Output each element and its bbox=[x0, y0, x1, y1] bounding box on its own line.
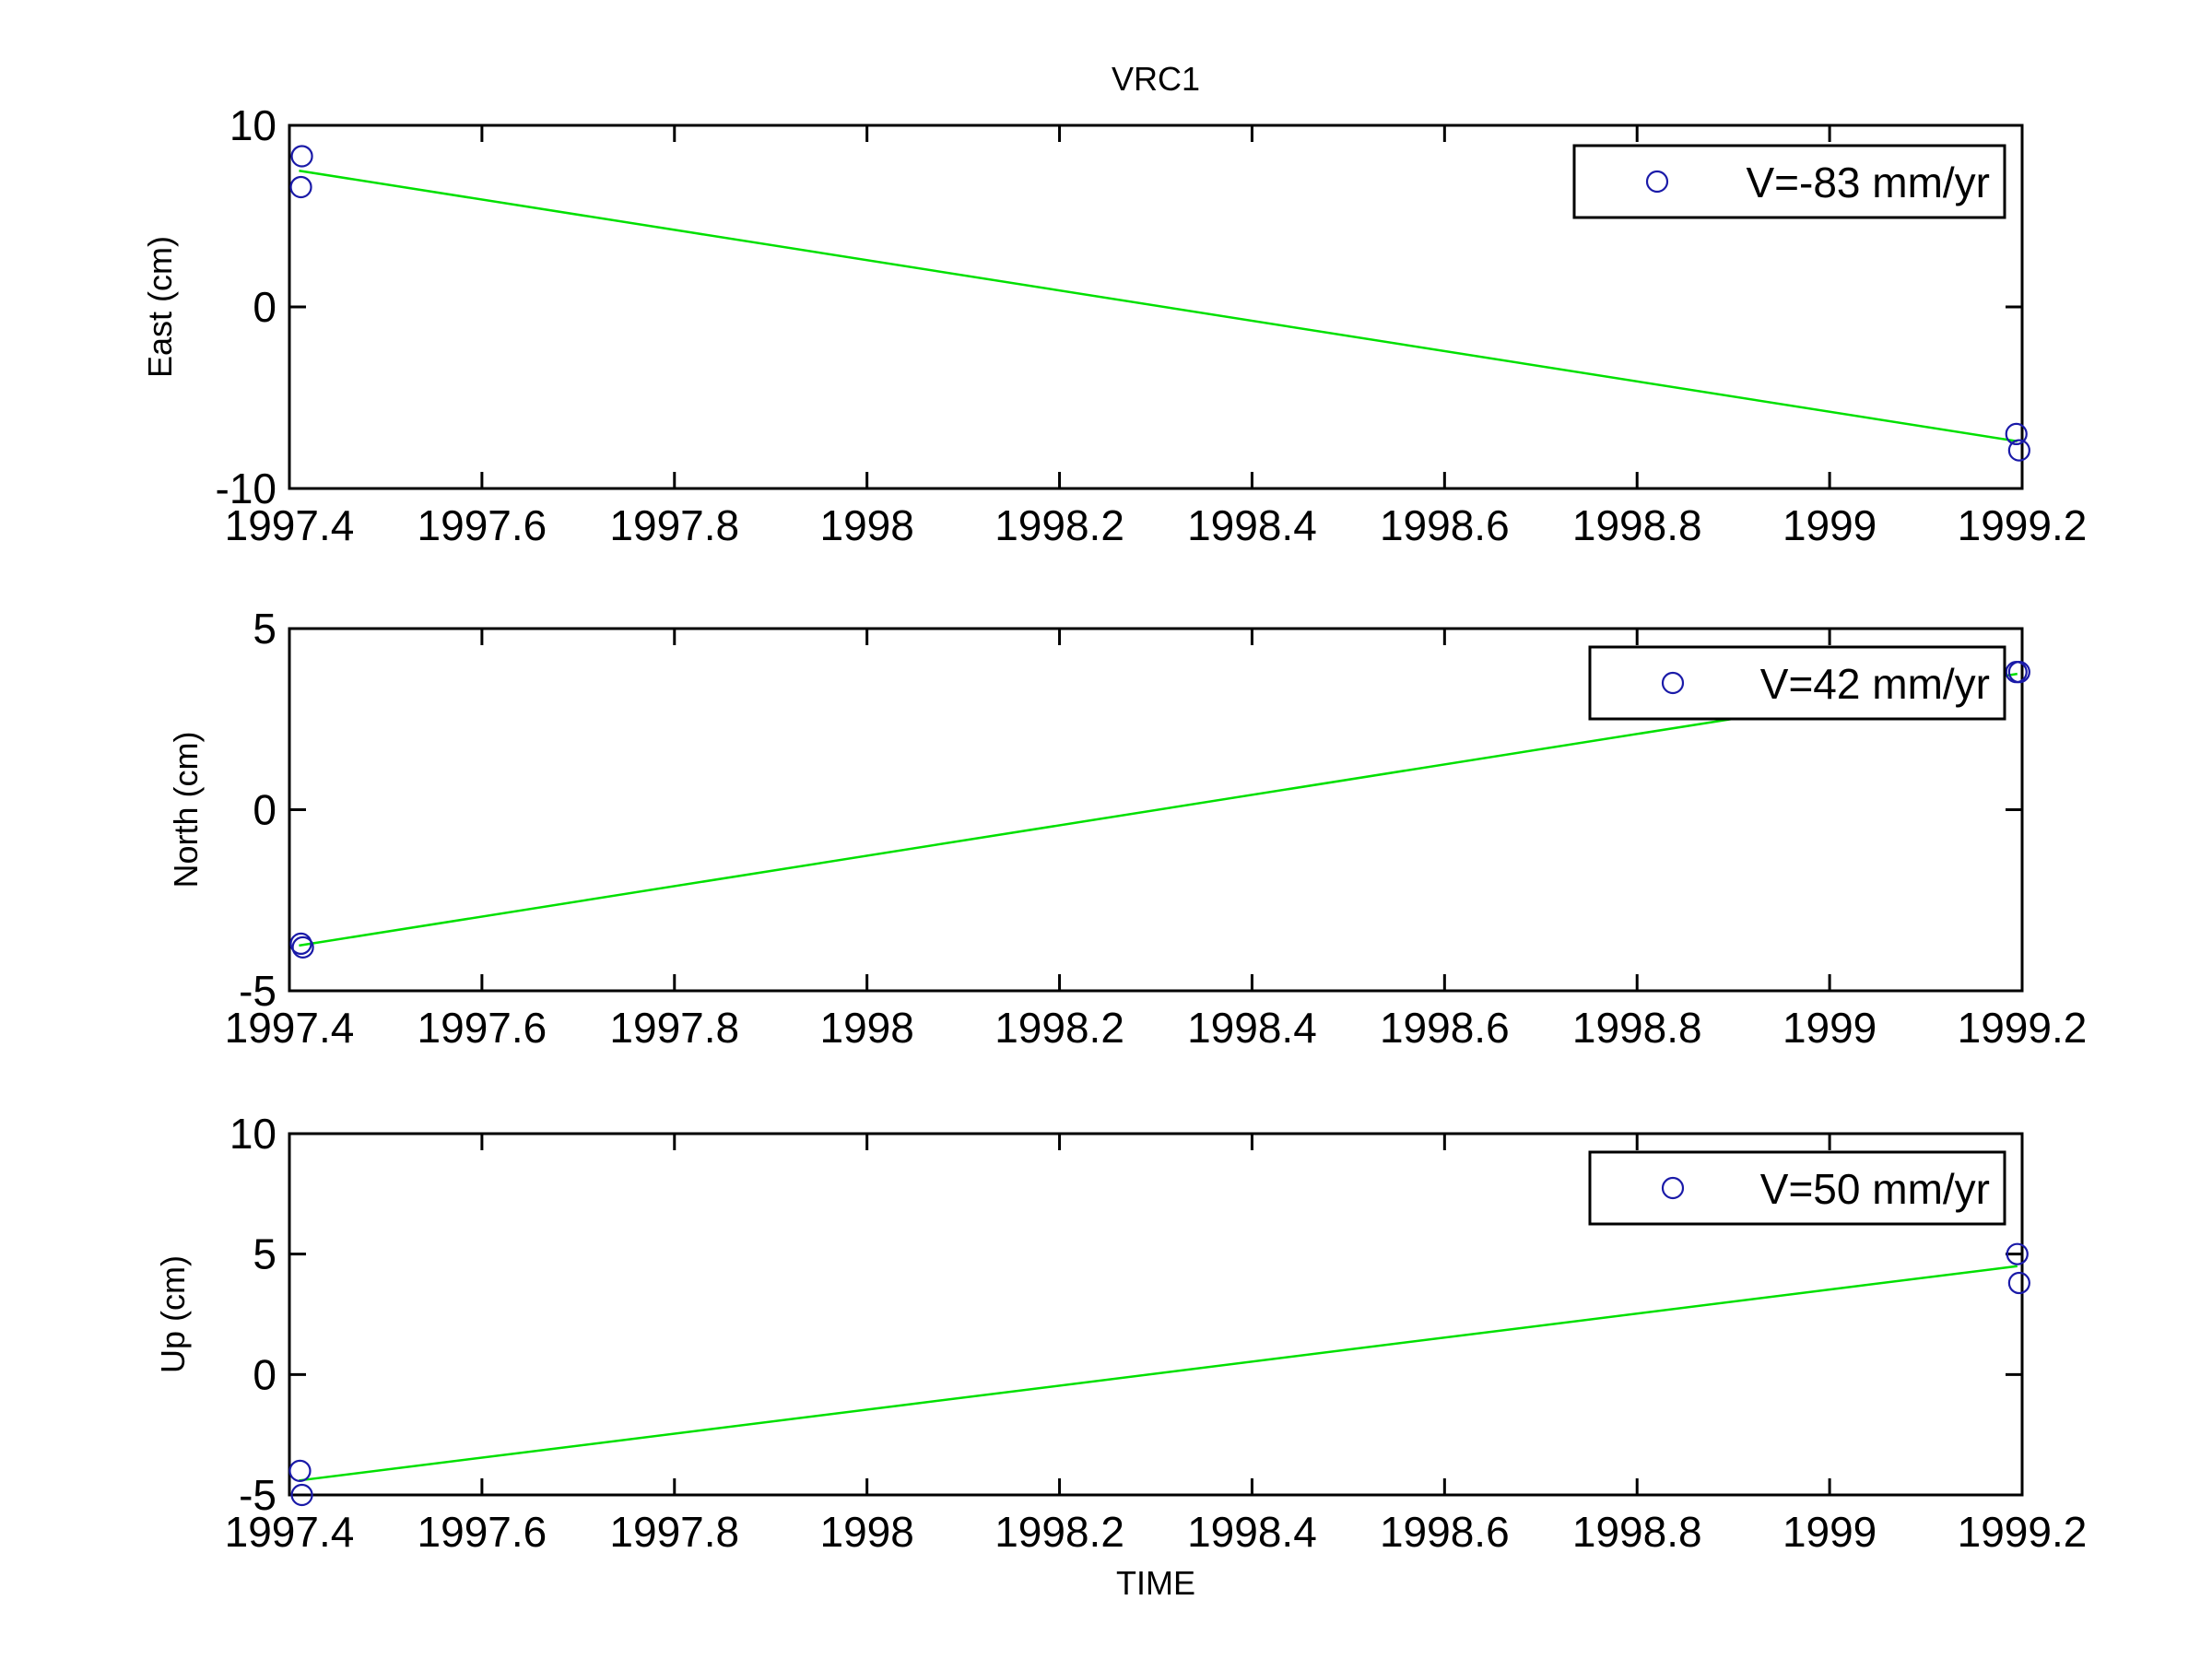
up-data-point bbox=[2007, 1271, 2030, 1295]
up-x-tick-label: 1997.6 bbox=[418, 1508, 547, 1556]
up-legend-box bbox=[1588, 1150, 2006, 1226]
east-data-point bbox=[2005, 422, 2028, 445]
up-panel: 1997.4 1997.6 1997.8 1998 1998.2 1998.4 1998.6… bbox=[154, 1110, 2087, 1556]
x-axis-label: TIME bbox=[1116, 1564, 1195, 1602]
east-y-tick-label: 10 bbox=[229, 101, 276, 149]
north-data-point bbox=[2007, 661, 2030, 684]
north-x-tick-label: 1998.2 bbox=[994, 1004, 1124, 1052]
up-axes-frame bbox=[288, 1132, 2024, 1497]
up-y-axis-label: Up (cm) bbox=[154, 1255, 192, 1373]
up-x-tick-label: 1997.4 bbox=[225, 1508, 355, 1556]
north-x-tick-label: 1997.4 bbox=[225, 1004, 355, 1052]
east-data-point bbox=[290, 145, 313, 168]
north-data-point bbox=[289, 932, 312, 956]
east-x-tick-label: 1997.6 bbox=[418, 501, 547, 549]
north-y-axis-label: North (cm) bbox=[167, 732, 205, 888]
up-fit-line bbox=[299, 1265, 2018, 1482]
east-x-tick-label: 1997.8 bbox=[609, 501, 739, 549]
north-legend-label: V=42 mm/yr bbox=[1760, 660, 1990, 708]
up-legend-label: V=50 mm/yr bbox=[1760, 1165, 1990, 1213]
up-data-point bbox=[2006, 1242, 2029, 1265]
subplot-panels: 1997.4 1997.6 1997.8 1998 1998.2 1998.4 1998.6… bbox=[141, 101, 2087, 1556]
east-y-axis-label: East (cm) bbox=[141, 236, 179, 378]
north-y-tick-label: 5 bbox=[253, 605, 276, 653]
up-x-tick-label: 1997.8 bbox=[609, 1508, 739, 1556]
north-x-tick-label: 1997.6 bbox=[418, 1004, 547, 1052]
up-y-tick-label: -5 bbox=[239, 1471, 276, 1519]
north-y-tick-label: 0 bbox=[253, 786, 276, 834]
east-x-tick-label: 1999.2 bbox=[1958, 501, 2088, 549]
up-x-tick-label: 1998.4 bbox=[1187, 1508, 1317, 1556]
north-legend-marker bbox=[1661, 671, 1685, 695]
up-y-tick-label: 0 bbox=[253, 1350, 276, 1398]
east-legend-box bbox=[1572, 144, 2006, 219]
north-y-tick-label: -5 bbox=[239, 967, 276, 1015]
up-data-point bbox=[288, 1459, 312, 1482]
up-y-tick-label: 10 bbox=[229, 1110, 276, 1158]
north-legend-box bbox=[1588, 645, 2006, 721]
north-x-tick-label: 1999.2 bbox=[1958, 1004, 2088, 1052]
up-x-tick-label: 1998 bbox=[819, 1508, 913, 1556]
east-x-tick-label: 1998.2 bbox=[994, 501, 1124, 549]
up-x-tick-label: 1998.2 bbox=[994, 1508, 1124, 1556]
north-x-tick-label: 1998.4 bbox=[1187, 1004, 1317, 1052]
east-legend-label: V=-83 mm/yr bbox=[1746, 159, 1990, 206]
east-data-point bbox=[289, 175, 312, 199]
north-x-tick-label: 1998 bbox=[819, 1004, 913, 1052]
north-x-tick-label: 1999 bbox=[1783, 1004, 1877, 1052]
east-y-tick-label: 0 bbox=[253, 283, 276, 331]
east-x-tick-label: 1998.6 bbox=[1380, 501, 1510, 549]
east-panel: 1997.4 1997.6 1997.8 1998 1998.2 1998.4 1998.6… bbox=[141, 101, 2087, 549]
north-data-point bbox=[291, 935, 314, 959]
north-panel: 1997.4 1997.6 1997.8 1998 1998.2 1998.4 1998.6… bbox=[167, 605, 2087, 1052]
north-x-tick-label: 1998.8 bbox=[1572, 1004, 1702, 1052]
east-x-tick-label: 1998.8 bbox=[1572, 501, 1702, 549]
east-data-point bbox=[2007, 439, 2030, 462]
east-x-tick-label: 1998.4 bbox=[1187, 501, 1317, 549]
east-x-tick-label: 1999 bbox=[1783, 501, 1877, 549]
up-x-tick-label: 1998.6 bbox=[1380, 1508, 1510, 1556]
up-x-tick-label: 1998.8 bbox=[1572, 1508, 1702, 1556]
up-x-tick-label: 1999 bbox=[1783, 1508, 1877, 1556]
up-data-point bbox=[290, 1483, 313, 1507]
figure-title: VRC1 bbox=[1112, 60, 1200, 98]
north-x-tick-label: 1997.8 bbox=[609, 1004, 739, 1052]
east-legend-marker bbox=[1645, 170, 1669, 194]
up-y-tick-label: 5 bbox=[253, 1230, 276, 1278]
east-x-tick-label: 1997.4 bbox=[225, 501, 355, 549]
east-y-tick-label: -10 bbox=[216, 465, 276, 512]
up-x-tick-label: 1999.2 bbox=[1958, 1508, 2088, 1556]
north-x-tick-label: 1998.6 bbox=[1380, 1004, 1510, 1052]
east-fit-line bbox=[299, 170, 2018, 443]
east-x-tick-label: 1998 bbox=[819, 501, 913, 549]
up-legend-marker bbox=[1661, 1176, 1685, 1200]
